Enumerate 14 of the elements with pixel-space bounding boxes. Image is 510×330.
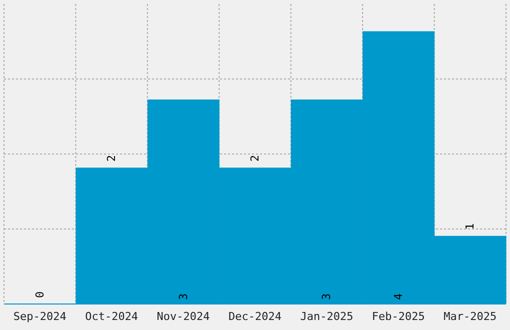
x-tick-label: Dec-2024 bbox=[228, 310, 282, 323]
data-label: 2 bbox=[248, 155, 262, 162]
data-label: 3 bbox=[176, 293, 190, 300]
data-label: 2 bbox=[105, 155, 118, 162]
data-label: 3 bbox=[320, 293, 334, 300]
x-tick-label: Nov-2024 bbox=[156, 310, 210, 323]
x-tick-label: Mar-2025 bbox=[444, 310, 497, 323]
data-label: 1 bbox=[464, 223, 477, 230]
data-label: 0 bbox=[33, 291, 46, 298]
x-tick-label: Feb-2025 bbox=[372, 310, 425, 323]
x-tick-label: Jan-2025 bbox=[300, 310, 354, 323]
data-label: 4 bbox=[392, 293, 405, 300]
x-tick-label: Sep-2024 bbox=[13, 310, 67, 323]
x-tick-label: Oct-2024 bbox=[85, 310, 138, 323]
